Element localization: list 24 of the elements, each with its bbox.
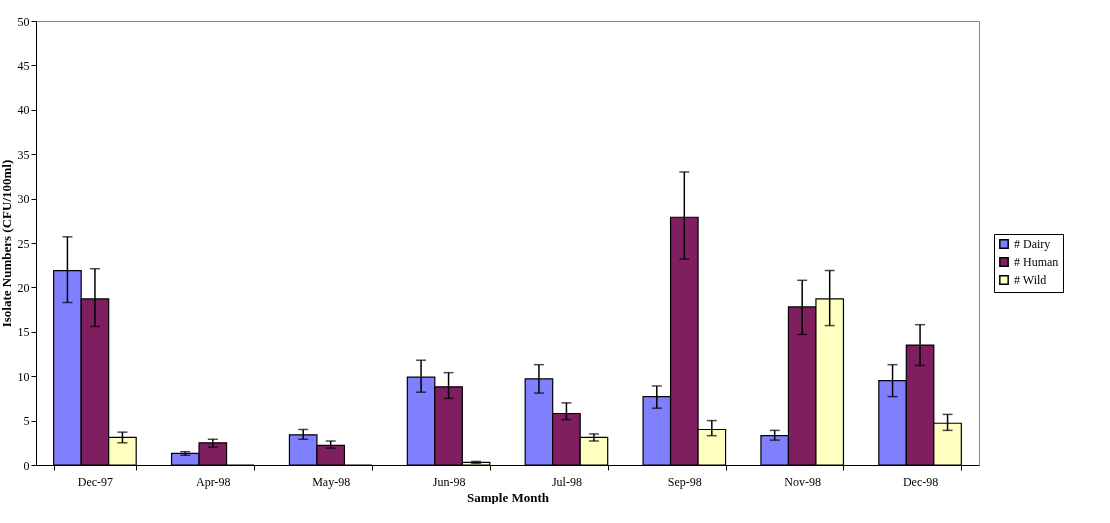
y-tick-label: 45 [17, 58, 30, 73]
x-tick-label: Jul-98 [551, 474, 582, 489]
y-tick-label: 25 [17, 236, 30, 251]
x-axis-title: Sample Month [467, 489, 550, 505]
y-tick-label: 35 [17, 147, 30, 162]
x-tick-label: May-98 [312, 474, 351, 489]
legend-label: # Wild [1014, 273, 1047, 287]
x-tick-label: Dec-97 [77, 474, 114, 489]
legend-label: # Human [1014, 255, 1059, 269]
y-axis-title: Isolate Numbers (CFU/100ml) [0, 159, 14, 328]
x-tick-label: Dec-98 [902, 474, 939, 489]
x-tick-label: Apr-98 [196, 474, 231, 489]
legend-label: # Dairy [1014, 237, 1051, 251]
x-tick-label: Jun-98 [432, 474, 466, 489]
x-tick-label: Sep-98 [667, 474, 702, 489]
y-tick-label: 10 [17, 369, 30, 384]
x-tick-label: Nov-98 [784, 474, 822, 489]
y-tick-label: 15 [17, 325, 30, 340]
y-tick-label: 40 [17, 103, 30, 118]
y-tick-label: 20 [17, 280, 30, 295]
y-tick-label: 0 [23, 458, 30, 473]
y-tick-label: 50 [17, 14, 30, 29]
y-tick-label: 5 [23, 414, 30, 429]
y-tick-label: 30 [17, 192, 30, 207]
